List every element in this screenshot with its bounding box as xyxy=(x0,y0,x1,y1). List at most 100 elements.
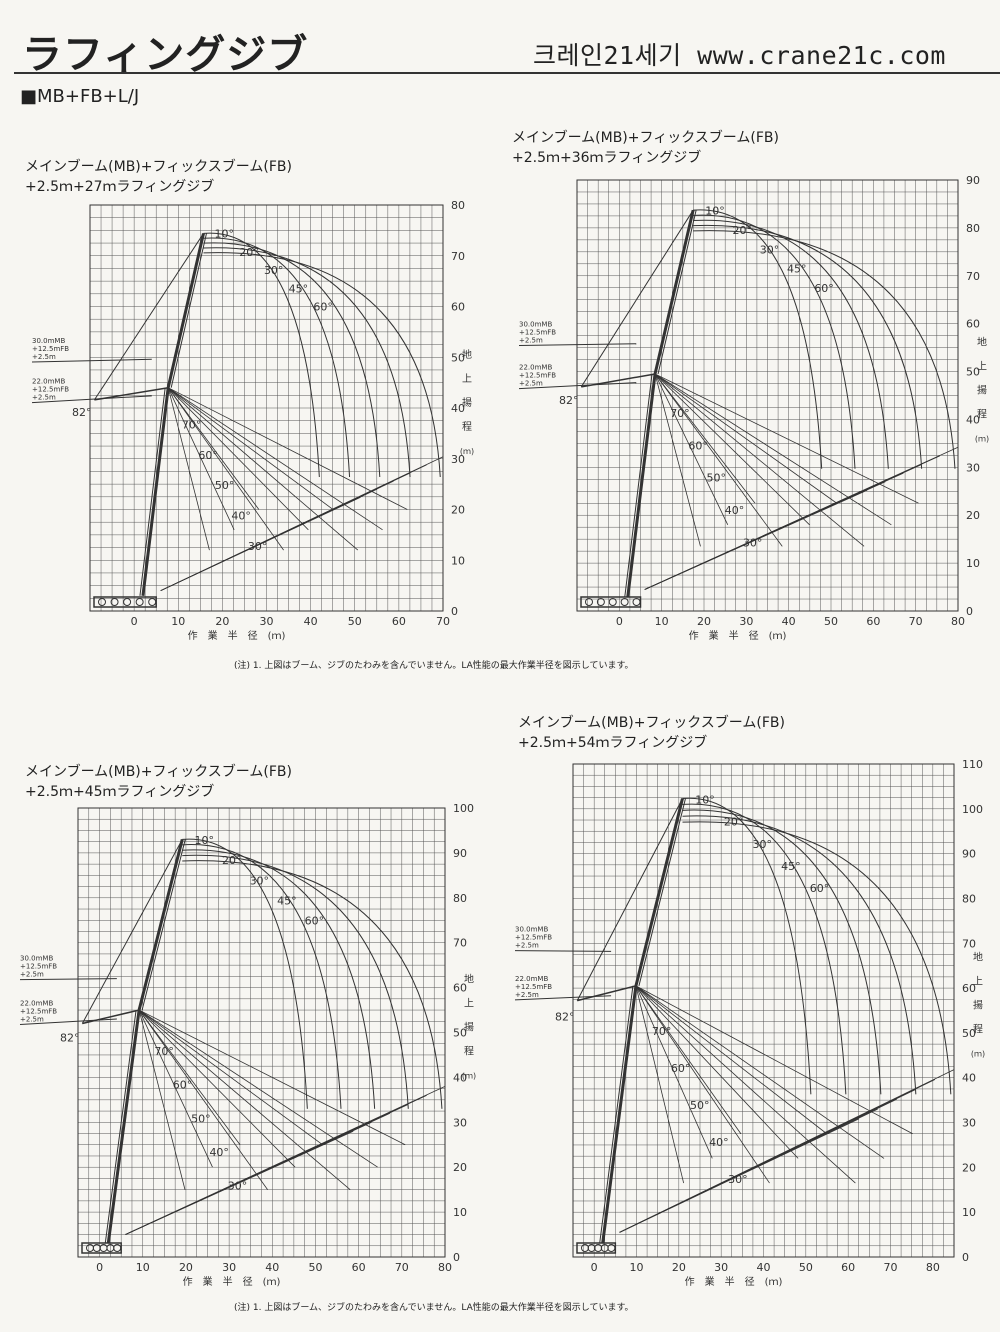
y-tick-label: 0 xyxy=(962,1251,969,1264)
jib-reach-line xyxy=(138,1009,351,1190)
y-axis-label-char: 程 xyxy=(977,409,987,421)
main-boom-angle-label: 60° xyxy=(671,1062,691,1075)
y-tick-label: 50 xyxy=(453,1027,467,1040)
jib-reach-line xyxy=(654,373,919,504)
chart-4-caption-line1: メインブーム(MB)+フィックスブーム(FB) xyxy=(518,715,785,731)
x-tick-label: 60 xyxy=(352,1261,366,1274)
main-boom-lattice xyxy=(599,985,634,1244)
boom-config-30-label: +2.5m xyxy=(20,971,44,979)
plot-frame xyxy=(576,179,959,612)
boom-config-22-label: +2.5m xyxy=(32,394,56,402)
boom-envelope-line xyxy=(125,1130,354,1235)
jib-reach-line xyxy=(654,373,756,504)
x-tick-label: 20 xyxy=(215,615,229,628)
y-tick-label: 40 xyxy=(962,1072,976,1085)
main-boom-angle-label: 40° xyxy=(709,1136,729,1149)
main-boom-angle-label: 30° xyxy=(228,1180,248,1193)
y-tick-label: 40 xyxy=(451,402,465,415)
x-tick-label: 30 xyxy=(739,615,753,628)
x-tick-label: 50 xyxy=(824,615,838,628)
x-tick-label: 0 xyxy=(131,615,138,628)
x-tick-label: 10 xyxy=(136,1261,150,1274)
header-rule xyxy=(14,72,1000,74)
x-tick-label: 20 xyxy=(697,615,711,628)
y-tick-label: 70 xyxy=(966,270,980,283)
jib-angle-label: 45° xyxy=(277,895,297,908)
jib-reach-line xyxy=(654,373,865,547)
y-tick-label: 10 xyxy=(451,554,465,567)
x-tick-label: 80 xyxy=(926,1261,940,1274)
boom-config-22-label: +2.5m xyxy=(519,380,543,388)
crawler-wheel xyxy=(607,1244,616,1252)
jib-angle-label: 30° xyxy=(752,838,772,851)
main-boom-angle-label: 70° xyxy=(670,407,690,420)
backstay-line xyxy=(93,233,204,401)
boom-config-22-label: 22.0mMB xyxy=(519,364,552,372)
jib-working-arc xyxy=(203,247,411,478)
jib-angle-label: 60° xyxy=(313,301,333,314)
jib-reach-line xyxy=(167,387,210,551)
y-tick-label: 60 xyxy=(962,982,976,995)
y-tick-label: 80 xyxy=(453,892,467,905)
x-tick-label: 70 xyxy=(909,615,923,628)
jib-reach-line xyxy=(654,373,892,526)
x-tick-label: 0 xyxy=(616,615,623,628)
main-boom-angle-label: 50° xyxy=(690,1099,710,1112)
main-boom xyxy=(626,373,657,597)
x-tick-label: 10 xyxy=(630,1261,644,1274)
jib-reach-line xyxy=(167,387,383,531)
boom-config-30-leader xyxy=(19,978,117,981)
main-boom-angle-label: 40° xyxy=(231,510,251,523)
x-tick-label: 30 xyxy=(714,1261,728,1274)
chart-1-caption-line2: +2.5ｍ+27ｍラフィングジブ xyxy=(25,179,215,195)
y-tick-label: 50 xyxy=(966,366,980,379)
jib-working-arc xyxy=(693,214,856,469)
jib-angle-label: 60° xyxy=(305,915,325,928)
y-tick-label: 80 xyxy=(451,199,465,212)
boom-config-22-leader xyxy=(19,1018,117,1026)
jib-working-arc xyxy=(682,809,882,1095)
jib-angle-label: 10° xyxy=(695,793,715,806)
y-axis-label-char: 地 xyxy=(977,336,987,349)
strut-line xyxy=(577,985,637,1002)
y-axis-label-char: (ｍ) xyxy=(971,1050,985,1059)
y-axis-label-char: (ｍ) xyxy=(460,447,474,456)
luffing-jib xyxy=(137,839,184,1011)
crawler-wheel xyxy=(113,1244,122,1252)
crawler-wheel xyxy=(110,598,119,606)
jib-working-arc xyxy=(203,242,381,478)
y-axis-label-char: 地 xyxy=(464,973,474,986)
jib-working-arc xyxy=(182,849,376,1109)
plot-frame xyxy=(572,763,955,1258)
plot-frame xyxy=(89,204,444,612)
jib-reach-line xyxy=(635,985,742,1134)
y-tick-label: 60 xyxy=(453,982,467,995)
jib-reach-line xyxy=(167,387,260,510)
x-tick-label: 40 xyxy=(782,615,796,628)
chart-2-caption-line1: メインブーム(MB)+フィックスブーム(FB) xyxy=(512,130,779,146)
jib-reach-line xyxy=(654,373,783,547)
jib-reach-line xyxy=(654,373,810,526)
boom-angle-label: 82° xyxy=(60,1031,80,1044)
x-tick-label: 60 xyxy=(392,615,406,628)
plot-frame xyxy=(77,807,446,1258)
x-tick-label: 10 xyxy=(171,615,185,628)
crawler-wheel xyxy=(608,598,617,606)
boom-config-30-leader xyxy=(518,343,637,347)
jib-working-arc xyxy=(693,209,823,469)
y-axis-label-char: 揚 xyxy=(462,396,472,409)
x-tick-label: 0 xyxy=(591,1261,598,1274)
jib-working-arc xyxy=(182,838,308,1109)
jib-reach-line xyxy=(167,387,334,510)
jib-reach-line xyxy=(138,1009,323,1146)
boom-config-30-leader xyxy=(31,358,152,363)
boom-config-22-label: 22.0mMB xyxy=(515,975,548,983)
x-tick-label: 10 xyxy=(655,615,669,628)
main-boom-angle-label: 60° xyxy=(173,1079,193,1092)
main-boom-angle-label: 40° xyxy=(725,504,745,517)
jib-reach-line xyxy=(635,985,770,1184)
jib-angle-label: 60° xyxy=(814,282,834,295)
main-boom-lattice xyxy=(139,387,166,596)
jib-reach-line xyxy=(654,373,729,525)
